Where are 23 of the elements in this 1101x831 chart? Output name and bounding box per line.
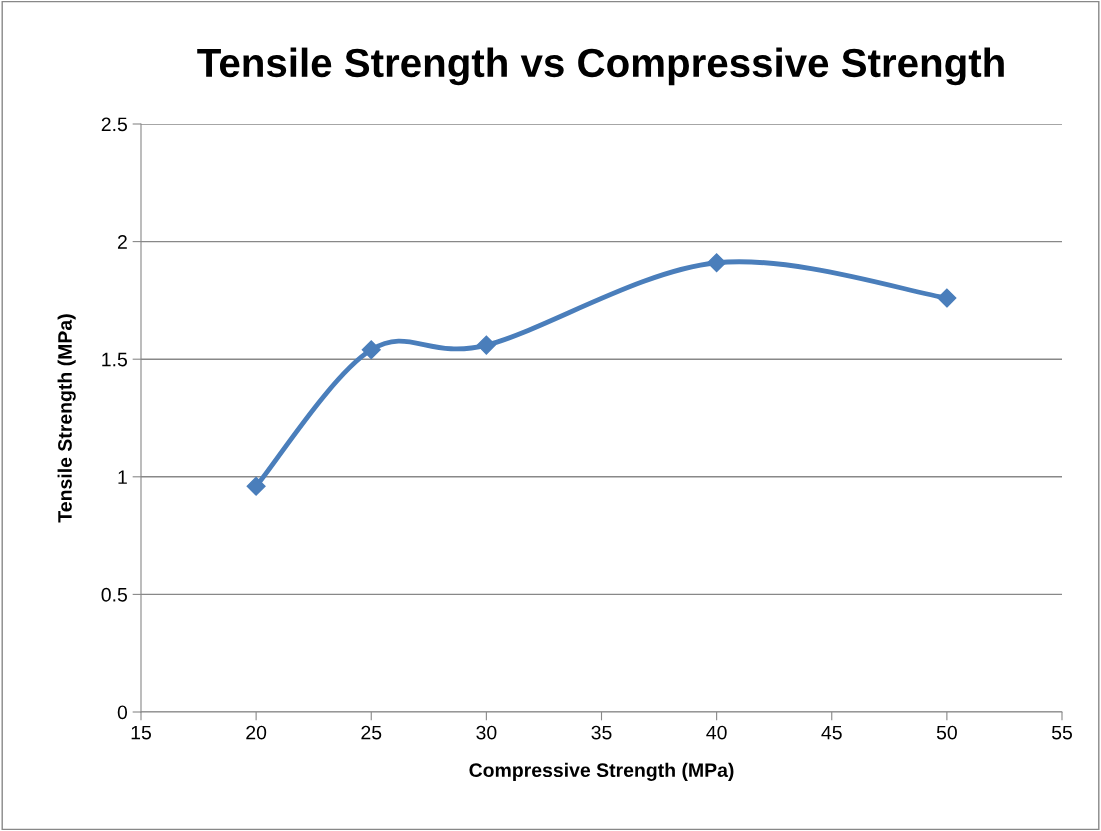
x-tick-label: 45: [821, 725, 842, 740]
y-tick-label: 0.5: [101, 587, 127, 602]
x-tick-label: 30: [476, 725, 497, 740]
point: [246, 476, 266, 496]
point: [707, 253, 727, 273]
point: [476, 335, 496, 355]
x-tick-label: 55: [1051, 725, 1072, 740]
chart-title: Tensile Strength vs Compressive Strength: [197, 47, 1004, 86]
y-tick-label: 2.5: [101, 117, 127, 132]
x-axis-title: Compressive Strength (MPa): [469, 762, 734, 781]
y-tick-label: 2: [117, 235, 127, 249]
y-tick-label: 1.5: [102, 352, 127, 367]
x-tick-label: 15: [131, 725, 151, 740]
x-tick-label: 50: [936, 725, 957, 740]
y-tick-label: 0: [117, 705, 128, 720]
x-tick-label: 40: [706, 725, 727, 740]
point: [361, 340, 381, 360]
x-tick-label: 35: [591, 725, 612, 740]
x-tick-label: 25: [361, 725, 382, 740]
y-axis-title: Tensile Strength (MPa): [57, 314, 76, 523]
x-tick-label: 20: [246, 725, 267, 740]
point: [937, 288, 957, 308]
y-tick-label: 1: [118, 470, 127, 484]
